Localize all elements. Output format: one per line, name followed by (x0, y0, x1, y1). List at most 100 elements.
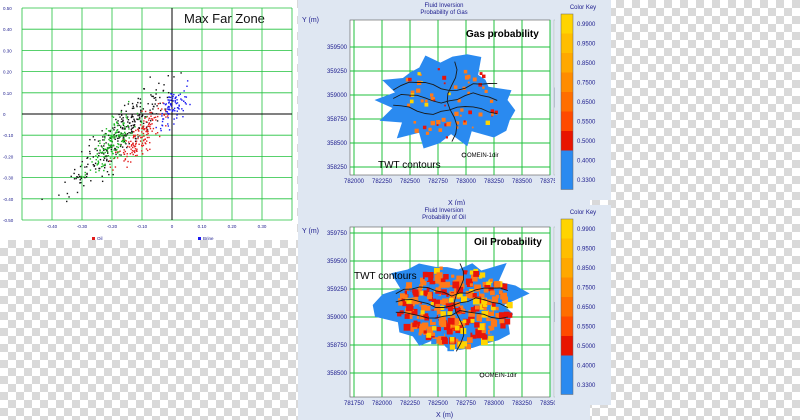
crossplot-point (110, 146, 112, 148)
map-x-tick: 783500 (512, 179, 533, 185)
crossplot-point (149, 123, 152, 126)
map-cell (489, 287, 494, 292)
crossplot-point (120, 126, 122, 129)
crossplot-point (142, 125, 144, 128)
crossplot-point (167, 125, 170, 127)
map-cell (421, 81, 423, 83)
crossplot-point (78, 173, 80, 176)
crossplot-point (120, 118, 123, 120)
crossplot-point (146, 149, 149, 152)
crossplot-point (142, 126, 144, 129)
crossplot-point (74, 168, 76, 171)
crossplot-point (149, 111, 151, 114)
map-cell (478, 112, 483, 117)
crossplot-point (117, 142, 119, 145)
crossplot-point (150, 118, 152, 120)
crossplot-point (92, 163, 95, 166)
crossplot-point (139, 102, 142, 104)
crossplot-point (114, 148, 116, 150)
crossplot-point (98, 169, 100, 172)
crossplot-point (127, 119, 130, 121)
map-cell (501, 283, 508, 290)
crossplot-point (125, 134, 128, 136)
crossplot-point (107, 143, 110, 145)
crossplot-point (186, 85, 188, 87)
crossplot-point (139, 140, 142, 142)
map-cell (474, 284, 482, 292)
color-key-label: 0.7500 (577, 285, 596, 291)
map-cell (403, 323, 411, 331)
map-cell (489, 99, 494, 103)
map-cell (435, 285, 441, 291)
crossplot-point (116, 131, 118, 134)
crossplot-point (124, 158, 127, 161)
crossplot-point (112, 169, 114, 171)
crossplot-point (185, 96, 188, 98)
crossplot-point (176, 99, 178, 101)
crossplot-point (161, 120, 164, 123)
map-cell (467, 81, 470, 84)
crossplot-point (149, 127, 152, 130)
crossplot-point (110, 136, 112, 139)
crossplot-point (169, 103, 172, 105)
map-cell (454, 338, 459, 343)
map-cell (469, 283, 474, 287)
crossplot-point (148, 125, 150, 127)
crossplot-point (86, 172, 88, 175)
crossplot-point (166, 111, 168, 113)
crossplot-point (134, 140, 137, 142)
crossplot-point (102, 165, 104, 167)
crossplot-point (106, 150, 108, 152)
map-x-tick: 783500 (540, 401, 561, 407)
crossplot-point (141, 153, 144, 155)
crossplot-point (167, 91, 170, 94)
map-cell (475, 328, 482, 335)
crossplot-y-tick: 0.20 (3, 70, 12, 75)
crossplot-point (159, 113, 161, 115)
oil-header-line2: Probability of Oil (422, 215, 466, 221)
crossplot-point (112, 173, 114, 176)
crossplot-point (151, 119, 154, 121)
map-cell (440, 321, 447, 328)
crossplot-point (126, 155, 128, 158)
crossplot-panel: Max Far Zone Oil Brine 0.50 0.40 0.30 0.20 0.… (0, 0, 297, 240)
crossplot-point (155, 126, 157, 129)
map-cell (441, 117, 446, 122)
map-cell (430, 310, 437, 318)
map-y-tick: 359000 (327, 93, 348, 99)
map-cell (422, 322, 429, 329)
color-key-label: 0.3300 (577, 178, 596, 184)
crossplot-point (130, 124, 132, 127)
crossplot-point (105, 142, 107, 144)
crossplot-point (171, 93, 173, 96)
crossplot-point (129, 153, 132, 155)
crossplot-point (152, 127, 155, 130)
map-cell (467, 91, 471, 95)
oil-probability-map: Fluid Inversion Probability of Oil Y (m)… (302, 208, 561, 419)
map-cell (398, 301, 402, 306)
map-cell (447, 311, 453, 317)
map-cell (418, 332, 422, 336)
map-cell (470, 307, 476, 313)
crossplot-point (98, 152, 100, 154)
map-cell (420, 310, 425, 315)
crossplot-point (149, 126, 151, 128)
crossplot-point (79, 179, 81, 181)
crossplot-point (134, 121, 136, 123)
crossplot-point (110, 135, 112, 137)
crossplot-point (133, 131, 135, 133)
crossplot-point (131, 120, 134, 123)
crossplot-point (153, 97, 155, 99)
map-cell (490, 305, 496, 311)
crossplot-point (109, 137, 111, 139)
crossplot-point (122, 119, 124, 121)
map-x-tick: 783750 (540, 179, 561, 185)
crossplot-point (144, 110, 147, 113)
map-cell (479, 72, 483, 75)
color-key-label: 0.9500 (577, 41, 596, 47)
crossplot-point (75, 177, 77, 180)
crossplot-point (172, 100, 174, 102)
crossplot-point (165, 125, 167, 127)
crossplot-point (114, 126, 116, 129)
crossplot-point (173, 123, 175, 125)
